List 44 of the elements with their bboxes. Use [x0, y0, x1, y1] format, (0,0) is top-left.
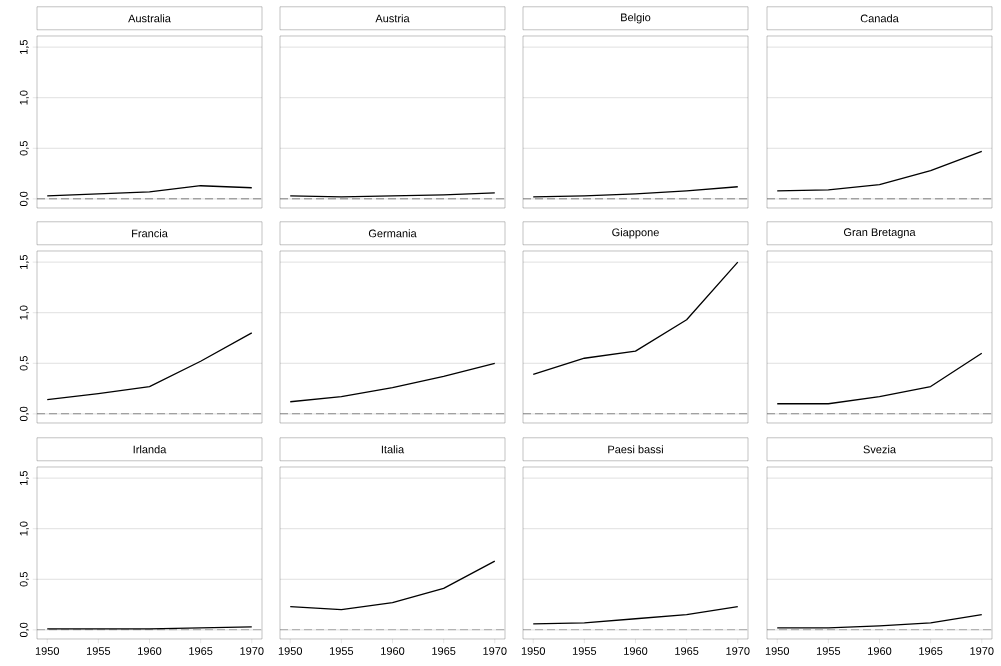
- x-tick-label: 1965: [432, 647, 456, 655]
- x-tick-label: 1955: [329, 647, 354, 655]
- x-tick-label: 1960: [624, 647, 648, 655]
- y-tick-label: 0,0: [19, 406, 29, 422]
- chart-title: Belgio: [621, 13, 651, 24]
- y-tick-label: 0,0: [19, 191, 29, 207]
- y-tick-label: 1,5: [19, 470, 29, 485]
- chart-title: Italia: [381, 445, 405, 454]
- chart-title: Francia: [132, 229, 168, 238]
- y-tick-label: 0,5: [19, 141, 29, 156]
- y-tick-label: 0,5: [19, 572, 29, 587]
- x-tick-label: 1970: [726, 647, 750, 655]
- x-tick-label: 1960: [381, 647, 405, 655]
- x-tick-label: 1965: [189, 647, 213, 655]
- chart-title: Gran Bretagna: [843, 228, 916, 239]
- y-tick-label: 1,5: [19, 254, 29, 269]
- x-tick-label: 1970: [970, 647, 994, 655]
- chart-title: Svezia: [863, 445, 897, 454]
- y-tick-label: 1,5: [19, 39, 29, 54]
- chart-title: Giappone: [612, 228, 659, 239]
- x-tick-label: 1955: [572, 647, 597, 655]
- chart-title: Paesi bassi: [608, 445, 663, 454]
- chart-title: Australia: [128, 14, 171, 23]
- x-tick-label: 1960: [868, 647, 892, 655]
- x-tick-label: 1950: [765, 647, 790, 655]
- x-tick-label: 1950: [521, 647, 546, 655]
- chart-title: Canada: [860, 14, 899, 23]
- x-tick-label: 1950: [35, 647, 60, 655]
- x-tick-label: 1965: [675, 647, 699, 655]
- y-tick-label: 1,0: [19, 521, 29, 536]
- x-tick-label: 1955: [86, 647, 111, 655]
- chart-title: Austria: [375, 14, 410, 23]
- x-tick-label: 1970: [240, 647, 264, 655]
- x-tick-label: 1965: [919, 647, 943, 655]
- x-tick-label: 1970: [483, 647, 507, 655]
- y-tick-label: 1,0: [19, 305, 29, 320]
- y-tick-label: 0,0: [19, 622, 29, 638]
- x-tick-label: 1960: [138, 647, 162, 655]
- chart-title: Germania: [368, 229, 417, 238]
- x-tick-label: 1955: [816, 647, 841, 655]
- chart-title: Irlanda: [133, 445, 167, 454]
- x-tick-label: 1950: [278, 647, 303, 655]
- y-tick-label: 0,5: [19, 356, 29, 371]
- y-tick-label: 1,0: [19, 90, 29, 105]
